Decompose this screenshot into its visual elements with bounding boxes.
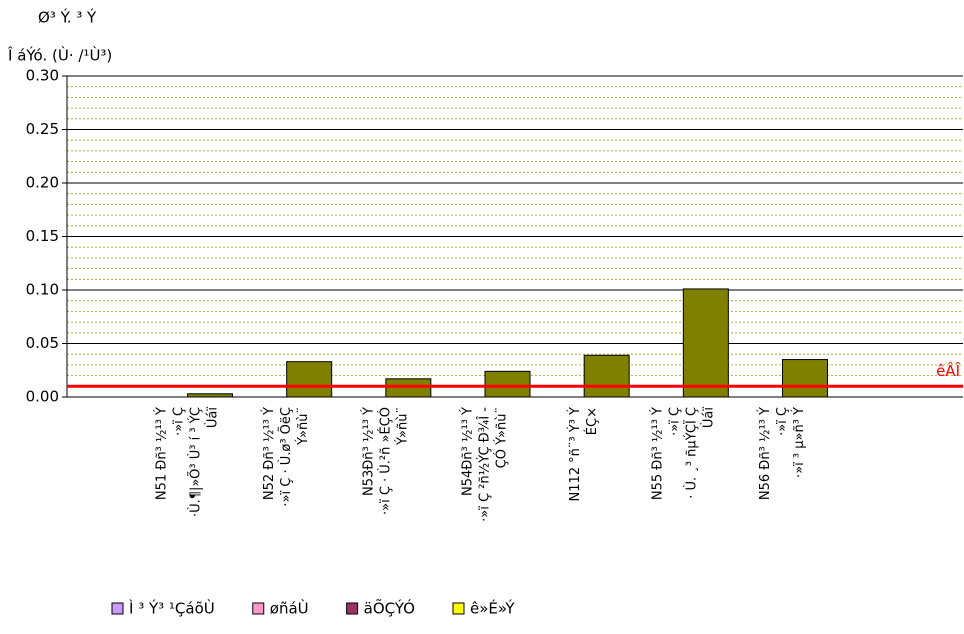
x-tick-label: N55 Ðñ³ ½¹³ Ý — [649, 407, 665, 500]
x-tick-label: ·»ï Ç · Ù.ø³ ÕëÇ — [278, 407, 294, 507]
chart-title: Ø³ Ý. ³ Ý — [38, 8, 97, 27]
x-tick-label: Ùáï — [700, 407, 716, 428]
threshold-label: êÂÎ — [936, 361, 960, 380]
legend-label: ê»É»Ý — [470, 599, 515, 618]
bar — [782, 359, 828, 398]
x-tick-label: Ý»ñù¨ — [295, 407, 311, 446]
x-tick-label: ·»ï Ç — [667, 407, 682, 436]
x-tick-label: ÇÓ Ý»ñù¨ — [494, 407, 510, 468]
y-tick-label: 0.05 — [26, 334, 59, 352]
bar — [682, 288, 729, 398]
x-tick-label: ·»ï ³ µ»ñ³ Ý — [791, 407, 807, 478]
x-tick-label: N56 Ðñ³ ½¹³ Ý — [757, 407, 773, 500]
bar — [187, 393, 233, 398]
y-tick-label: 0.00 — [26, 388, 59, 406]
x-tick-label: ·»ï Ç — [775, 407, 790, 436]
legend-swatch — [346, 602, 359, 615]
x-tick-label: ·»ï Ç · Ù.²ñ »ÉÇÓ — [377, 407, 393, 515]
x-tick-label: Ý»ñù¨ — [394, 407, 410, 446]
x-tick-label: ·»ï Ç — [172, 407, 187, 436]
x-tick-label: ·Ù.¶|»Õ³ Ù³ í ³ ÝÇ — [188, 407, 204, 517]
x-tick-label: ·»ï Ç ²ñ½ÝÇ Ð¾Î - — [477, 407, 493, 522]
x-tick-label: · Ù. ¸³ ñµÝÇÏ Ç — [683, 407, 699, 499]
y-tick-label: 0.30 — [26, 67, 59, 85]
bar — [286, 361, 333, 398]
y-tick-label: 0.20 — [26, 174, 59, 192]
y-tick-label: 0.25 — [26, 120, 59, 138]
bar — [583, 354, 630, 398]
bar — [385, 378, 432, 398]
y-tick-label: 0.10 — [26, 281, 59, 299]
y-axis-label: Î áÝó. (Ù· /¹Ù³) — [7, 46, 112, 65]
x-tick-label: N51 Ðñ³ ½¹³ Ý — [154, 407, 170, 500]
legend-swatch — [252, 602, 265, 615]
legend-swatch — [452, 602, 465, 615]
x-tick-label: N53Ðñ³ ½¹³ Ý — [360, 407, 376, 496]
x-tick-label: N54Ðñ³ ½¹³ Ý — [460, 407, 476, 496]
x-tick-label: ÉÇ× — [584, 407, 600, 435]
legend-label: äÕÇÝÓ — [364, 599, 415, 618]
legend-swatch — [111, 602, 124, 615]
legend-label: Ì ³ Ý³ ¹ÇáõÙ — [129, 599, 215, 618]
x-tick-label: Ùáï — [205, 407, 221, 428]
legend-label: øñáÙ — [270, 599, 309, 618]
y-tick-label: 0.15 — [26, 227, 59, 245]
bar — [484, 370, 531, 398]
x-tick-label: N52 Ðñ³ ½¹³ Ý — [261, 407, 277, 500]
x-tick-label: N112 °ñ¨³ Ý³ Ý — [567, 407, 583, 502]
